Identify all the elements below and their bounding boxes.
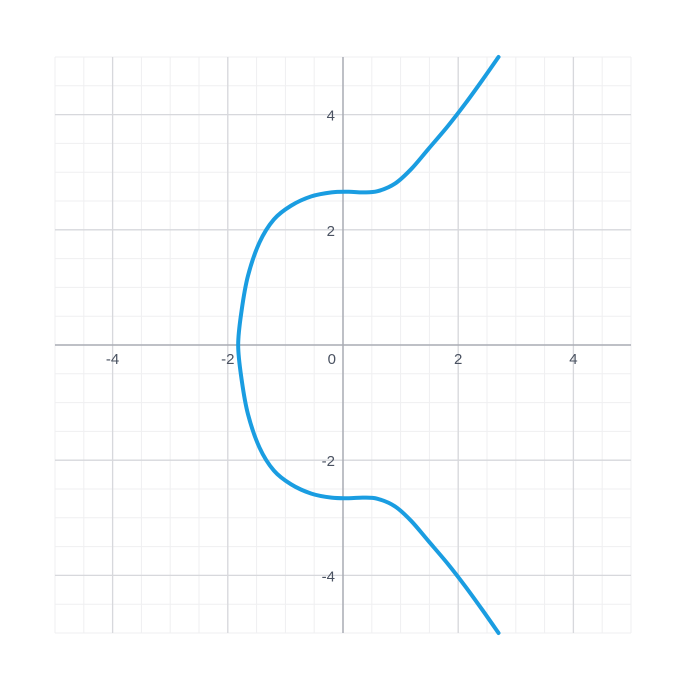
series-layer bbox=[236, 55, 501, 635]
y-tick-label: -4 bbox=[322, 568, 335, 585]
y-tick-label: 4 bbox=[327, 108, 335, 125]
x-tick-label: -2 bbox=[221, 351, 234, 368]
y-tick-label: 2 bbox=[327, 223, 335, 240]
axes bbox=[55, 57, 631, 633]
x-tick-label: -4 bbox=[106, 351, 119, 368]
x-tick-label: 0 bbox=[328, 351, 336, 368]
x-tick-label: 4 bbox=[569, 351, 577, 368]
tick-labels: -4 -2 0 2 4 4 2 -2 -4 bbox=[106, 108, 578, 586]
x-tick-label: 2 bbox=[454, 351, 462, 368]
series-line-0 bbox=[236, 55, 501, 635]
y-tick-label: -2 bbox=[322, 453, 335, 470]
